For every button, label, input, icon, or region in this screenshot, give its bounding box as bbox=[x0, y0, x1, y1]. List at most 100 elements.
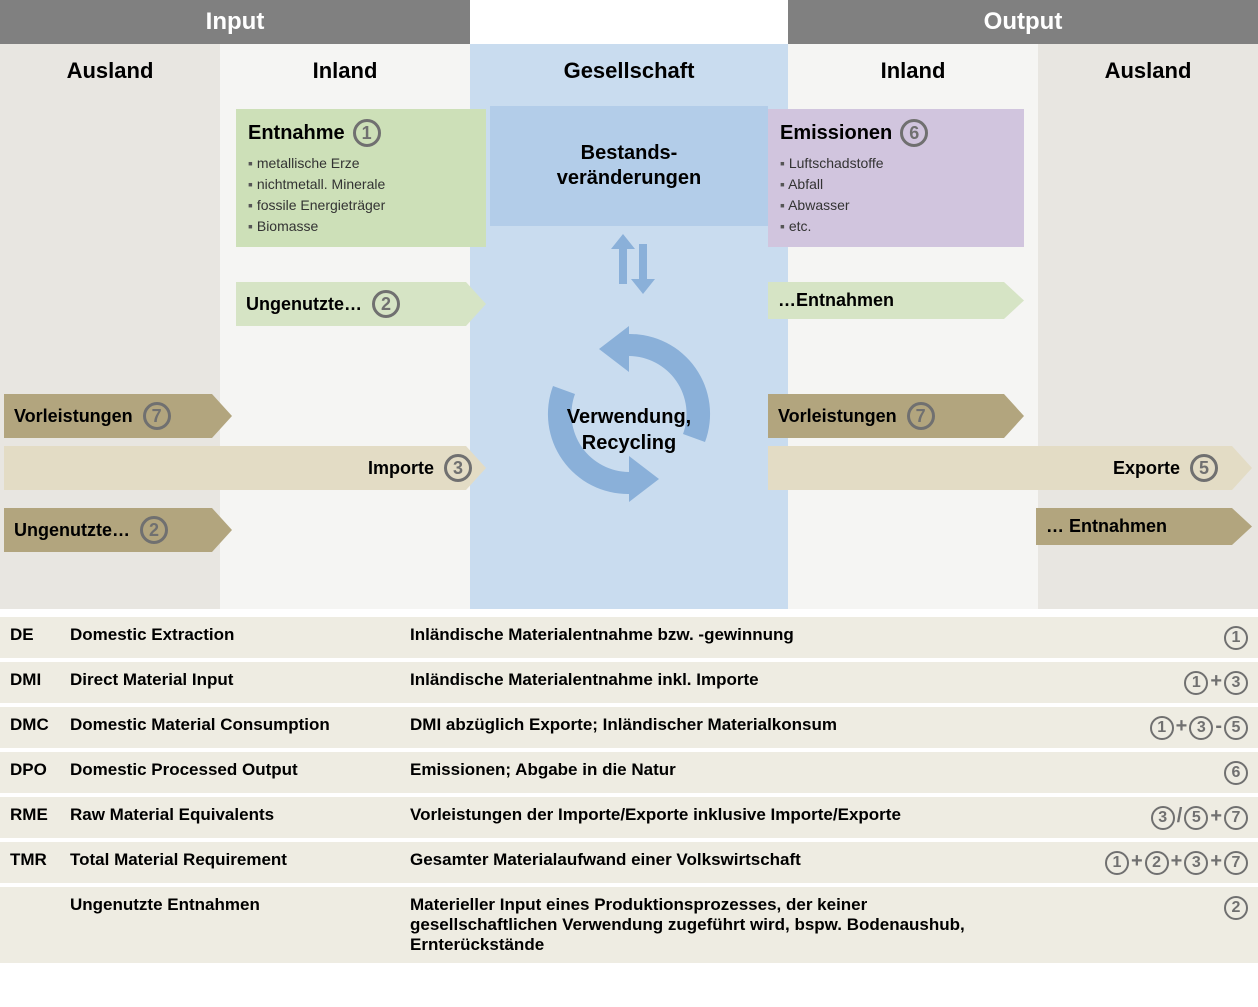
legend-row: DMCDomestic Material ConsumptionDMI abzü… bbox=[0, 707, 1258, 748]
list-item: etc. bbox=[780, 216, 1000, 237]
chip-label: Vorleistungen bbox=[778, 406, 897, 427]
legend-formula: 1+3 bbox=[1018, 662, 1258, 703]
legend-desc: Gesamter Materialaufwand einer Volkswirt… bbox=[400, 842, 1018, 883]
legend-desc: Materieller Input eines Produktionsproze… bbox=[400, 887, 1018, 963]
legend-row: DMIDirect Material InputInländische Mate… bbox=[0, 662, 1258, 703]
legend-name: Direct Material Input bbox=[60, 662, 400, 703]
chip-entnahmen-ausland-right: … Entnahmen bbox=[1036, 508, 1252, 545]
list-item: Biomasse bbox=[248, 216, 462, 237]
legend-abbr bbox=[0, 887, 60, 963]
formula-op: + bbox=[1129, 850, 1145, 872]
chip-label: Ungenutzte… bbox=[14, 520, 130, 541]
formula-op: + bbox=[1208, 670, 1224, 692]
list-item: Luftschadstoffe bbox=[780, 153, 1000, 174]
legend-row: Ungenutzte Entnahmen Materieller Input e… bbox=[0, 887, 1258, 963]
chip-ungenutzte-inland-left: Ungenutzte… 2 bbox=[236, 282, 486, 326]
formula-num: 3 bbox=[1189, 716, 1213, 740]
list-item: nichtmetall. Minerale bbox=[248, 174, 462, 195]
legend-abbr: TMR bbox=[0, 842, 60, 883]
sub-gesellschaft: Gesellschaft bbox=[470, 44, 788, 94]
formula-op: + bbox=[1208, 850, 1224, 872]
sub-ausland-right: Ausland bbox=[1038, 44, 1258, 94]
header-output: Output bbox=[788, 0, 1258, 44]
legend-formula: 6 bbox=[1018, 752, 1258, 793]
legend-desc: Inländische Materialentnahme inkl. Impor… bbox=[400, 662, 1018, 703]
legend-table: DEDomestic ExtractionInländische Materia… bbox=[0, 613, 1258, 967]
chip-num: 2 bbox=[140, 516, 168, 544]
formula-op: - bbox=[1213, 715, 1224, 737]
chip-label: Ungenutzte… bbox=[246, 294, 362, 315]
entnahme-list: metallische Erzenichtmetall. Mineralefos… bbox=[248, 153, 462, 237]
formula-num: 6 bbox=[1224, 761, 1248, 785]
entnahme-box: Entnahme 1 metallische Erzenichtmetall. … bbox=[236, 109, 486, 247]
chip-ungenutzte-ausland-left: Ungenutzte… 2 bbox=[4, 508, 232, 552]
legend-desc: Emissionen; Abgabe in die Natur bbox=[400, 752, 1018, 793]
entnahme-title: Entnahme bbox=[248, 122, 345, 145]
legend-row: RMERaw Material EquivalentsVorleistungen… bbox=[0, 797, 1258, 838]
legend-name: Total Material Requirement bbox=[60, 842, 400, 883]
legend-abbr: RME bbox=[0, 797, 60, 838]
chip-entnahmen-inland-right: …Entnahmen bbox=[768, 282, 1024, 319]
chip-label: Exporte bbox=[1113, 458, 1180, 479]
list-item: metallische Erze bbox=[248, 153, 462, 174]
emissionen-list: LuftschadstoffeAbfallAbwasseretc. bbox=[780, 153, 1000, 237]
legend-desc: Inländische Materialentnahme bzw. -gewin… bbox=[400, 617, 1018, 658]
header-input: Input bbox=[0, 0, 470, 44]
legend-abbr: DPO bbox=[0, 752, 60, 793]
formula-num: 7 bbox=[1224, 851, 1248, 875]
formula-num: 1 bbox=[1105, 851, 1129, 875]
legend-abbr: DMC bbox=[0, 707, 60, 748]
formula-num: 3 bbox=[1184, 851, 1208, 875]
chip-exporte: Exporte 5 bbox=[768, 446, 1252, 490]
emissionen-num: 6 bbox=[900, 119, 928, 147]
legend-abbr: DE bbox=[0, 617, 60, 658]
legend-formula: 2 bbox=[1018, 887, 1258, 963]
legend-name: Raw Material Equivalents bbox=[60, 797, 400, 838]
formula-op: + bbox=[1169, 850, 1185, 872]
formula-num: 1 bbox=[1184, 671, 1208, 695]
list-item: fossile Energieträger bbox=[248, 195, 462, 216]
formula-num: 3 bbox=[1151, 806, 1175, 830]
formula-op: + bbox=[1208, 805, 1224, 827]
formula-num: 5 bbox=[1224, 716, 1248, 740]
chip-importe: Importe 3 bbox=[4, 446, 486, 490]
chip-vorleistungen-left: Vorleistungen 7 bbox=[4, 394, 232, 438]
legend-row: DPODomestic Processed OutputEmissionen; … bbox=[0, 752, 1258, 793]
chip-num: 3 bbox=[444, 454, 472, 482]
formula-op: + bbox=[1174, 715, 1190, 737]
legend-desc: Vorleistungen der Importe/Exporte inklus… bbox=[400, 797, 1018, 838]
legend-formula: 1+2+3+7 bbox=[1018, 842, 1258, 883]
legend-desc: DMI abzüglich Exporte; Inländischer Mate… bbox=[400, 707, 1018, 748]
formula-num: 2 bbox=[1224, 896, 1248, 920]
sub-ausland-left: Ausland bbox=[0, 44, 220, 94]
formula-num: 1 bbox=[1150, 716, 1174, 740]
sub-inland-left: Inland bbox=[220, 44, 470, 94]
formula-num: 1 bbox=[1224, 626, 1248, 650]
legend-abbr: DMI bbox=[0, 662, 60, 703]
chip-vorleistungen-right: Vorleistungen 7 bbox=[768, 394, 1024, 438]
sub-inland-right: Inland bbox=[788, 44, 1038, 94]
chip-num: 5 bbox=[1190, 454, 1218, 482]
legend-formula: 3/5+7 bbox=[1018, 797, 1258, 838]
emissionen-box: Emissionen 6 LuftschadstoffeAbfallAbwass… bbox=[768, 109, 1024, 247]
formula-num: 7 bbox=[1224, 806, 1248, 830]
chip-label: Importe bbox=[368, 458, 434, 479]
formula-num: 3 bbox=[1224, 671, 1248, 695]
legend-name: Ungenutzte Entnahmen bbox=[60, 887, 400, 963]
chip-num: 7 bbox=[143, 402, 171, 430]
entnahme-num: 1 bbox=[353, 119, 381, 147]
formula-op: / bbox=[1175, 805, 1185, 827]
legend-formula: 1 bbox=[1018, 617, 1258, 658]
header-gap bbox=[470, 0, 788, 44]
legend-formula: 1+3-5 bbox=[1018, 707, 1258, 748]
legend-row: TMRTotal Material RequirementGesamter Ma… bbox=[0, 842, 1258, 883]
chip-label: Vorleistungen bbox=[14, 406, 133, 427]
list-item: Abwasser bbox=[780, 195, 1000, 216]
chip-num: 2 bbox=[372, 290, 400, 318]
emissionen-title: Emissionen bbox=[780, 122, 892, 145]
legend-name: Domestic Processed Output bbox=[60, 752, 400, 793]
chip-num: 7 bbox=[907, 402, 935, 430]
chip-label: …Entnahmen bbox=[778, 290, 894, 311]
list-item: Abfall bbox=[780, 174, 1000, 195]
formula-num: 5 bbox=[1184, 806, 1208, 830]
